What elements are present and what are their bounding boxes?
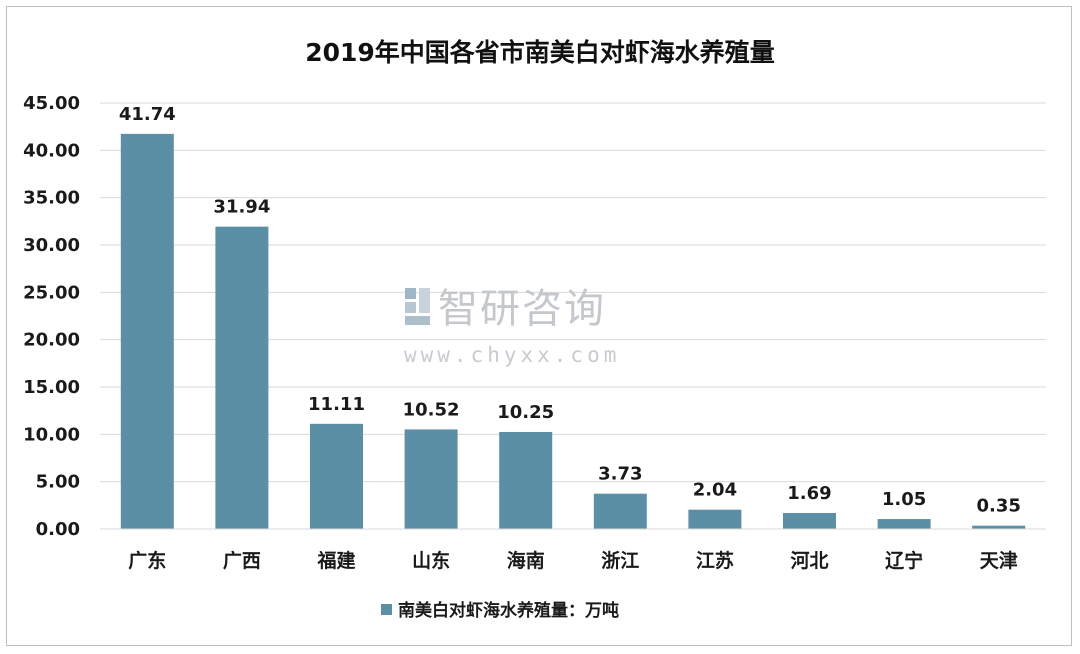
category-label-8: 河北 <box>790 550 828 572</box>
chart-frame <box>6 6 1072 646</box>
data-label-4: 10.52 <box>403 399 460 420</box>
data-label-9: 1.05 <box>882 489 926 510</box>
category-label-1: 广东 <box>128 549 166 572</box>
y-tick-label: 20.00 <box>23 330 80 351</box>
data-label-5: 10.25 <box>497 402 554 423</box>
bar-1 <box>120 133 174 529</box>
y-tick-label: 25.00 <box>23 282 80 303</box>
bar-5 <box>499 431 553 529</box>
category-label-5: 海南 <box>507 549 545 572</box>
watermark-url: www.chyxx.com <box>404 343 620 367</box>
bar-3 <box>310 423 363 529</box>
data-label-8: 1.69 <box>787 483 831 504</box>
category-label-7: 江苏 <box>696 549 734 572</box>
chart-title: 2019年中国各省市南美白对虾海水养殖量 <box>305 38 775 67</box>
y-tick-label: 35.00 <box>23 188 80 209</box>
data-label-1: 41.74 <box>119 104 176 125</box>
y-tick-label: 45.00 <box>23 93 80 114</box>
data-labels: 41.74 31.94 11.11 10.52 10.25 3.73 2.04 1.69 1.0… <box>119 104 1021 517</box>
bar-2 <box>215 226 269 529</box>
bar-7 <box>688 509 742 529</box>
bar-4 <box>404 429 458 529</box>
data-label-10: 0.35 <box>976 496 1020 517</box>
y-tick-label: 40.00 <box>23 140 80 161</box>
bar-10 <box>972 525 1026 529</box>
data-label-3: 11.11 <box>308 394 365 415</box>
legend-label: 南美白对虾海水养殖量：万吨 <box>398 600 619 621</box>
y-axis-ticks: 0.00 5.00 10.00 15.00 20.00 25.00 30.00 35.00 40… <box>23 93 80 540</box>
data-label-6: 3.73 <box>598 464 642 485</box>
category-label-9: 辽宁 <box>885 549 923 572</box>
category-label-3: 福建 <box>316 549 355 572</box>
y-tick-label: 5.00 <box>36 472 80 493</box>
category-label-4: 山东 <box>412 549 450 572</box>
watermark-logo-icon <box>405 288 430 325</box>
category-label-2: 广西 <box>223 549 261 572</box>
y-tick-label: 0.00 <box>36 519 80 540</box>
category-label-6: 浙江 <box>601 549 639 572</box>
bars <box>120 133 1026 529</box>
category-label-10: 天津 <box>980 549 1018 572</box>
watermark-name: 智研咨询 <box>438 286 606 332</box>
y-tick-label: 10.00 <box>23 424 80 445</box>
y-tick-label: 15.00 <box>23 377 80 398</box>
y-tick-label: 30.00 <box>23 235 80 256</box>
bar-6 <box>593 493 647 529</box>
x-axis-categories: 广东 广西 福建 山东 海南 浙江 江苏 河北 辽宁 天津 <box>128 549 1017 572</box>
bar-8 <box>783 513 836 529</box>
watermark: 智研咨询 www.chyxx.com <box>404 286 620 367</box>
data-label-7: 2.04 <box>693 480 737 501</box>
data-label-2: 31.94 <box>213 197 270 218</box>
legend-swatch <box>381 604 392 615</box>
bar-9 <box>877 519 931 529</box>
legend: 南美白对虾海水养殖量：万吨 <box>381 600 619 621</box>
